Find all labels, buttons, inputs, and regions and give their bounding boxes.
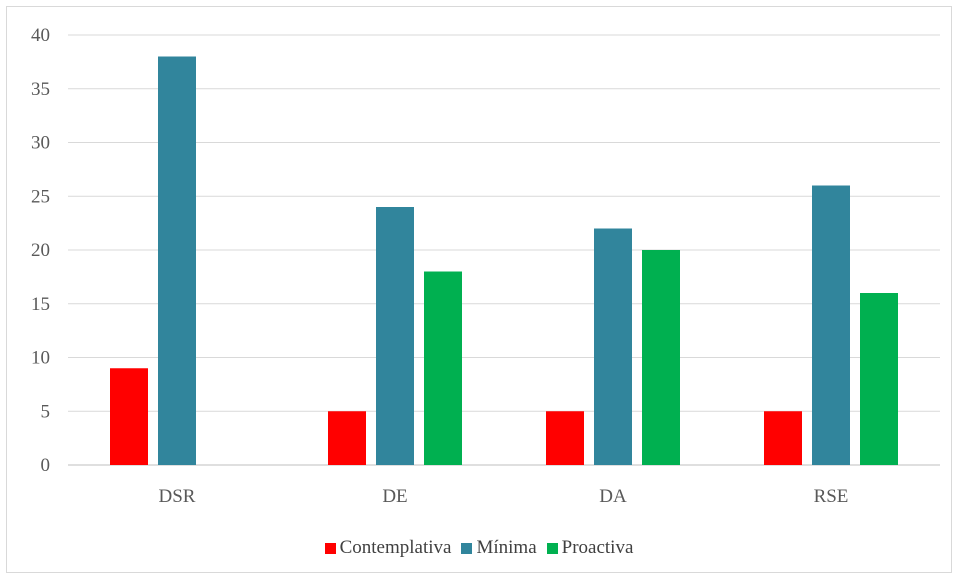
bar-proactiva-rse	[860, 293, 898, 465]
bar-m-nima-da	[594, 228, 632, 465]
bar-m-nima-de	[376, 207, 414, 465]
bar-contemplativa-de	[328, 411, 366, 465]
y-tick-label: 40	[31, 25, 50, 46]
y-tick-label: 15	[31, 294, 50, 315]
x-tick-label: DA	[599, 486, 627, 507]
legend-swatch	[546, 542, 558, 554]
y-axis-ticks: 0 5 10 15 20 25 30 35 40	[31, 25, 50, 476]
bar-contemplativa-dsr	[110, 368, 148, 465]
legend-label: Proactiva	[561, 537, 634, 558]
y-tick-label: 20	[31, 240, 50, 261]
bar-m-nima-rse	[812, 185, 850, 465]
gridlines	[68, 34, 940, 466]
y-tick-label: 10	[31, 348, 50, 369]
bar-proactiva-da	[642, 250, 680, 465]
legend-label: Mínima	[476, 537, 537, 558]
legend-label: Contemplativa	[339, 537, 452, 558]
bar-contemplativa-rse	[764, 411, 802, 465]
y-tick-label: 0	[41, 455, 51, 476]
y-tick-label: 5	[41, 401, 51, 422]
bar-proactiva-de	[424, 271, 462, 465]
y-tick-label: 25	[31, 186, 50, 207]
x-axis-ticks: DSR DE DA RSE	[159, 486, 849, 507]
bar-contemplativa-da	[546, 411, 584, 465]
y-tick-label: 35	[31, 79, 50, 100]
legend-item: Contemplativa	[324, 537, 452, 559]
bar-m-nima-dsr	[158, 56, 196, 465]
legend-item: Mínima	[461, 537, 537, 559]
bars	[110, 56, 898, 465]
x-tick-label: DE	[382, 486, 407, 507]
legend-swatch	[324, 542, 336, 554]
legend-swatch	[461, 542, 473, 554]
y-tick-label: 30	[31, 133, 50, 154]
legend: Contemplativa Mínima Proactiva	[0, 536, 958, 560]
x-tick-label: DSR	[159, 486, 196, 507]
x-tick-label: RSE	[814, 486, 849, 507]
legend-item: Proactiva	[546, 537, 634, 559]
